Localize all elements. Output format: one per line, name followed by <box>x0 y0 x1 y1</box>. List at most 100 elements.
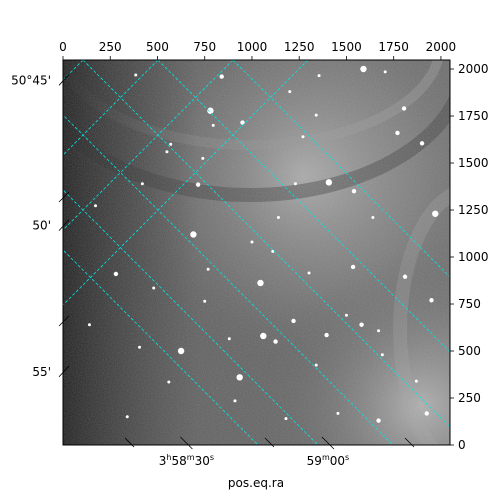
star <box>314 363 318 367</box>
dec-grid-line <box>63 60 309 306</box>
dec-grid-line <box>63 60 159 156</box>
star <box>293 182 297 186</box>
star <box>250 240 254 244</box>
ra-minor-tick <box>404 437 415 448</box>
dec-tick-label: 50°45' <box>11 73 51 87</box>
dec-grid-line <box>63 60 234 231</box>
ra-grid-line <box>82 60 450 428</box>
star <box>383 70 387 74</box>
top-tick-label: 250 <box>99 40 122 54</box>
star <box>177 347 185 355</box>
x-axis-label: pos.eq.ra <box>228 476 284 490</box>
star <box>317 74 321 78</box>
star <box>203 299 207 303</box>
top-tick-label: 1500 <box>331 40 362 54</box>
star <box>271 249 275 253</box>
star <box>324 332 329 338</box>
right-tick-label: 250 <box>458 391 481 405</box>
star <box>344 313 348 317</box>
right-tick-label: 1750 <box>458 109 489 123</box>
star <box>284 417 288 421</box>
star <box>325 179 333 186</box>
top-tick-label: 1250 <box>284 40 315 54</box>
right-pixel-y-axis: 0 250 500 750 1000 1250 1500 1750 2000 <box>450 62 489 452</box>
star <box>307 271 311 275</box>
star <box>350 264 356 270</box>
star <box>190 231 197 238</box>
star <box>380 353 384 357</box>
star <box>288 90 292 94</box>
star <box>195 182 201 187</box>
star <box>424 411 429 416</box>
star <box>207 107 214 114</box>
star <box>432 210 439 217</box>
dec-tick-mark <box>58 365 70 378</box>
ra-grid-line <box>63 249 259 445</box>
star <box>219 74 224 79</box>
star <box>257 279 264 287</box>
ra-tick-mark <box>321 436 335 450</box>
star <box>94 204 98 208</box>
star <box>359 322 364 327</box>
dec-tick-mark <box>58 219 70 231</box>
star <box>125 415 129 419</box>
star <box>273 339 278 344</box>
star <box>201 156 205 160</box>
ra-grid-line <box>157 60 450 353</box>
ra-tick-label: 3h58m30s <box>159 453 214 468</box>
star <box>138 345 142 349</box>
star <box>227 337 231 341</box>
image-noise <box>63 60 450 445</box>
star <box>240 120 245 125</box>
star <box>165 150 169 154</box>
star <box>401 106 407 111</box>
star <box>371 216 375 220</box>
star <box>233 399 237 403</box>
star <box>236 374 243 381</box>
star <box>169 142 173 146</box>
star <box>429 298 434 303</box>
dec-tick-mark <box>58 74 70 86</box>
star <box>376 418 381 423</box>
star <box>113 271 119 277</box>
plot-frame <box>62 59 451 446</box>
top-tick-label: 0 <box>59 40 67 54</box>
star <box>377 329 381 333</box>
ra-minor-tick <box>124 437 135 448</box>
ra-tick-mark <box>180 436 193 450</box>
star <box>152 286 156 290</box>
coordinate-grid <box>0 60 450 486</box>
right-tick-label: 0 <box>458 438 466 452</box>
dec-tick-label: 55' <box>32 365 51 379</box>
dec-grid-line <box>0 60 8 486</box>
top-tick-label: 1750 <box>378 40 409 54</box>
star <box>260 332 267 340</box>
ra-grid-line <box>232 60 450 278</box>
star <box>414 379 418 383</box>
dec-minor-tick <box>58 191 70 203</box>
top-tick-label: 500 <box>146 40 169 54</box>
right-tick-label: 1500 <box>458 156 489 170</box>
right-tick-label: 500 <box>458 344 481 358</box>
stars-group <box>87 65 439 423</box>
ra-grid-line <box>63 114 394 445</box>
right-tick-label: 2000 <box>458 62 489 76</box>
star <box>140 182 144 186</box>
star <box>211 123 215 127</box>
star <box>360 65 367 73</box>
star <box>351 189 357 194</box>
star <box>395 130 400 136</box>
dec-tick-label: 50' <box>32 219 51 233</box>
star <box>291 318 296 324</box>
right-tick-label: 1000 <box>458 250 489 264</box>
ra-tick-label: 59m00s <box>307 453 350 468</box>
star <box>276 216 280 220</box>
right-tick-label: 1250 <box>458 203 489 217</box>
star <box>419 141 425 146</box>
top-tick-label: 750 <box>193 40 216 54</box>
ra-grid-line <box>63 189 319 445</box>
star <box>134 73 138 77</box>
star <box>167 380 171 384</box>
ra-minor-tick <box>264 437 275 448</box>
